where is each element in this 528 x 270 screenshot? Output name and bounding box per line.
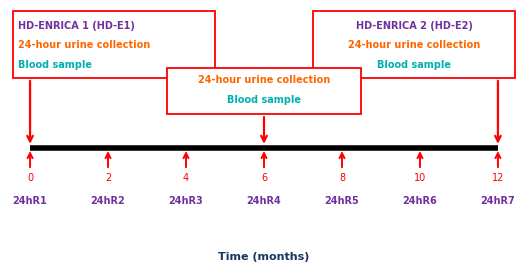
Text: 24hR2: 24hR2 (91, 196, 126, 206)
FancyBboxPatch shape (313, 11, 515, 78)
Text: Blood sample: Blood sample (377, 60, 451, 70)
Text: HD-ENRICA 2 (HD-E2): HD-ENRICA 2 (HD-E2) (356, 21, 473, 31)
Text: 0: 0 (27, 173, 33, 183)
Text: 8: 8 (339, 173, 345, 183)
Text: 24-hour urine collection: 24-hour urine collection (198, 75, 330, 85)
Text: 12: 12 (492, 173, 504, 183)
Text: 24hR6: 24hR6 (402, 196, 437, 206)
Text: 24hR5: 24hR5 (325, 196, 360, 206)
Text: 24-hour urine collection: 24-hour urine collection (18, 40, 150, 50)
Text: 4: 4 (183, 173, 189, 183)
Text: 24hR4: 24hR4 (247, 196, 281, 206)
Text: 10: 10 (414, 173, 426, 183)
Text: 2: 2 (105, 173, 111, 183)
Text: 24hR3: 24hR3 (168, 196, 203, 206)
FancyBboxPatch shape (166, 68, 362, 114)
Text: HD-ENRICA 1 (HD-E1): HD-ENRICA 1 (HD-E1) (18, 21, 135, 31)
FancyBboxPatch shape (13, 11, 215, 78)
Text: 24hR1: 24hR1 (13, 196, 48, 206)
Text: 24hR7: 24hR7 (480, 196, 515, 206)
Text: 24-hour urine collection: 24-hour urine collection (348, 40, 480, 50)
Text: Time (months): Time (months) (218, 252, 310, 262)
Text: Blood sample: Blood sample (18, 60, 92, 70)
Text: 6: 6 (261, 173, 267, 183)
Text: Blood sample: Blood sample (227, 95, 301, 105)
